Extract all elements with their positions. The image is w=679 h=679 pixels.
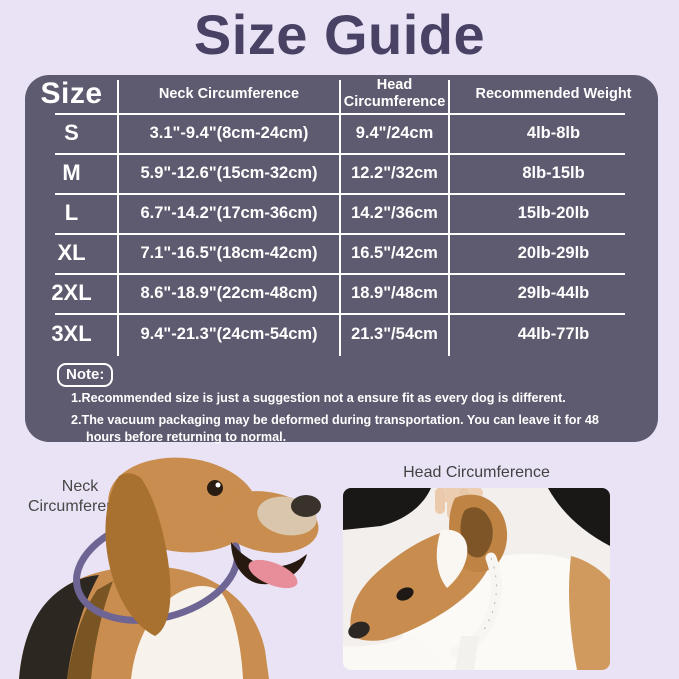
table-row: 3XL 9.4"-21.3"(24cm-54cm) 21.3"/54cm 44l… xyxy=(25,313,658,355)
size-value: 2XL xyxy=(51,280,92,305)
head-value: 16.5"/42cm xyxy=(351,243,438,262)
corgi-illustration xyxy=(343,488,610,670)
size-guide-table: Size Neck Circumference Head Circumferen… xyxy=(25,75,658,444)
column-header-size: Size xyxy=(40,76,103,110)
row-divider xyxy=(55,113,625,115)
size-value: S xyxy=(64,120,79,145)
size-value: M xyxy=(62,160,81,185)
table-row: M 5.9"-12.6"(15cm-32cm) 12.2"/32cm 8lb-1… xyxy=(25,153,658,193)
size-value: L xyxy=(64,200,79,225)
page-title: Size Guide xyxy=(193,3,486,66)
row-divider xyxy=(55,153,625,155)
note-list: 1.Recommended size is just a suggestion … xyxy=(71,390,636,451)
row-divider xyxy=(55,273,625,275)
table-row: XL 7.1"-16.5"(18cm-42cm) 16.5"/42cm 20lb… xyxy=(25,233,658,273)
column-divider xyxy=(117,80,119,356)
row-divider xyxy=(55,233,625,235)
column-divider xyxy=(339,80,341,356)
neck-value: 5.9"-12.6"(15cm-32cm) xyxy=(140,163,318,182)
neck-value: 6.7"-14.2"(17cm-36cm) xyxy=(140,203,318,222)
table-header-row: Size Neck Circumference Head Circumferen… xyxy=(25,75,658,113)
weight-value: 44lb-77lb xyxy=(517,324,590,343)
weight-value: 29lb-44lb xyxy=(517,283,590,302)
size-value: XL xyxy=(57,240,86,265)
column-divider xyxy=(448,80,450,356)
neck-value: 9.4"-21.3"(24cm-54cm) xyxy=(140,324,318,343)
note-label: Note: xyxy=(57,363,114,387)
head-value: 18.9"/48cm xyxy=(351,283,438,302)
column-header-head: Head Circumference xyxy=(343,77,446,110)
table-row: 2XL 8.6"-18.9"(22cm-48cm) 18.9"/48cm 29l… xyxy=(25,273,658,313)
weight-value: 20lb-29lb xyxy=(517,243,590,262)
column-header-weight: Recommended Weight xyxy=(475,85,632,102)
head-value: 9.4"/24cm xyxy=(355,123,434,142)
beagle-dog-photo xyxy=(15,450,350,679)
neck-value: 3.1"-9.4"(8cm-24cm) xyxy=(149,123,309,142)
head-value: 12.2"/32cm xyxy=(351,163,438,182)
note-item-1: 1.Recommended size is just a suggestion … xyxy=(71,391,566,405)
weight-value: 4lb-8lb xyxy=(526,123,581,142)
head-value: 21.3"/54cm xyxy=(351,324,438,343)
beagle-illustration xyxy=(19,457,321,679)
neck-value: 7.1"-16.5"(18cm-42cm) xyxy=(140,243,318,262)
weight-value: 15lb-20lb xyxy=(517,203,590,222)
table-row: L 6.7"-14.2"(17cm-36cm) 14.2"/36cm 15lb-… xyxy=(25,193,658,233)
table-row: S 3.1"-9.4"(8cm-24cm) 9.4"/24cm 4lb-8lb xyxy=(25,113,658,153)
head-measure-tape xyxy=(449,552,502,670)
size-value: 3XL xyxy=(51,321,92,346)
head-value: 14.2"/36cm xyxy=(351,203,438,222)
row-divider xyxy=(55,313,625,315)
corgi-dog-photo xyxy=(343,488,610,670)
head-circumference-label: Head Circumference xyxy=(403,464,550,481)
weight-value: 8lb-15lb xyxy=(522,163,585,182)
row-divider xyxy=(55,193,625,195)
note-item-2: 2.The vacuum packaging may be deformed d… xyxy=(71,413,599,444)
column-header-neck: Neck Circumference xyxy=(158,85,300,102)
neck-circumference-label: Neck Circumference xyxy=(27,478,133,515)
neck-value: 8.6"-18.9"(22cm-48cm) xyxy=(140,283,318,302)
